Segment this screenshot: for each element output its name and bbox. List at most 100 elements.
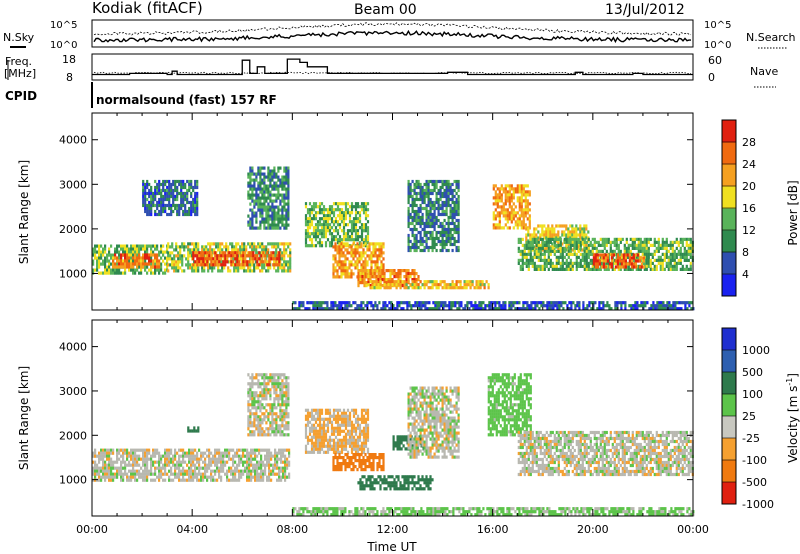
power-colorbar: 4 8 12 16 20 24 28: [721, 119, 756, 297]
colorbar-swatch: [722, 394, 736, 417]
power-region-6: [304, 202, 370, 248]
power-region-10: [407, 179, 460, 253]
freq-tick-top: 18: [62, 53, 76, 66]
colorbar-tick-label: 1000: [742, 344, 770, 357]
cpid-strip: CPID normalsound (fast) 157 RF: [5, 82, 277, 108]
power-region-5: [142, 179, 199, 217]
colorbar-swatch: [722, 164, 736, 187]
power-region-4: [247, 166, 290, 230]
date-title: 13/Jul/2012: [605, 2, 685, 18]
velocity-x-axis: 00:00 04:00 08:00 12:00 16:00 20:00 00:00: [76, 320, 709, 536]
power-scatter-cells: [92, 166, 695, 311]
power-region-3: [192, 251, 281, 267]
y-tick-label: 2000: [59, 429, 87, 442]
colorbar-tick-label: 28: [742, 136, 756, 149]
colorbar-swatch: [722, 230, 736, 253]
velocity-region-10: [292, 507, 695, 517]
colorbar-tick-label: 12: [742, 224, 756, 237]
colorbar-tick-label: 100: [742, 388, 763, 401]
nave-tick-top: 60: [708, 54, 722, 67]
colorbar-tick-label: 24: [742, 158, 756, 171]
velocity-region-9: [517, 430, 694, 477]
colorbar-swatch: [722, 416, 736, 439]
x-tick-label: 08:00: [276, 523, 308, 536]
power-x-axis: [91, 113, 694, 310]
noise-tick-right-top: 10^5: [704, 20, 731, 31]
freq-tick-bottom: 8: [66, 71, 73, 84]
power-region-11: [492, 184, 531, 230]
velocity-region-4: [332, 453, 385, 472]
velocity-region-0: [92, 448, 291, 482]
colorbar-swatch: [722, 120, 736, 143]
noise-search-trace: [93, 22, 692, 36]
freq-label-line1: Freq.: [5, 55, 32, 68]
noise-tick-right-bottom: 10^0: [704, 40, 731, 51]
colorbar-tick-label: 4: [742, 268, 749, 281]
colorbar-swatch: [722, 274, 736, 297]
velocity-region-8: [487, 373, 532, 437]
nave-tick-bottom: 0: [708, 71, 715, 84]
colorbar-swatch: [722, 328, 736, 351]
y-tick-label: 3000: [59, 385, 87, 398]
velocity-region-5: [357, 475, 434, 491]
velocity-scatter-cells: [92, 373, 695, 517]
nsearch-label: N.Search: [746, 31, 796, 44]
power-cbar-label: Power [dB]: [786, 180, 800, 245]
y-tick-label: 3000: [59, 178, 87, 191]
y-tick-label: 2000: [59, 223, 87, 236]
velocity-y-label: Slant Range [km]: [17, 366, 31, 470]
x-tick-label: 04:00: [176, 523, 208, 536]
velocity-region-2: [187, 426, 200, 433]
colorbar-swatch: [722, 460, 736, 483]
y-tick-label: 4000: [59, 134, 87, 147]
colorbar-swatch: [722, 438, 736, 461]
power-region-9: [367, 280, 490, 290]
beam-title: Beam 00: [354, 2, 417, 18]
x-tick-label: 00:00: [76, 523, 108, 536]
colorbar-swatch: [722, 186, 736, 209]
nsky-label: N.Sky: [3, 31, 35, 44]
station-title: Kodiak (fitACF): [92, 0, 203, 17]
x-tick-label: 20:00: [577, 523, 609, 536]
colorbar-tick-label: -25: [742, 432, 760, 445]
power-panel: 1000 2000 3000 4000 Slant Range [km] 4 8 12 16…: [17, 112, 800, 311]
colorbar-tick-label: -500: [742, 476, 767, 489]
nave-label: Nave: [750, 65, 778, 78]
noise-tick-left-bottom: 10^0: [50, 40, 77, 51]
power-y-label: Slant Range [km]: [17, 160, 31, 264]
colorbar-tick-label: 500: [742, 366, 763, 379]
colorbar-tick-label: -100: [742, 454, 767, 467]
colorbar-swatch: [722, 482, 736, 505]
velocity-y-axis: 1000 2000 3000 4000: [59, 341, 693, 487]
y-tick-label: 1000: [59, 267, 87, 280]
y-tick-label: 1000: [59, 474, 87, 487]
power-region-14: [592, 253, 645, 269]
time-axis-label: Time UT: [366, 540, 417, 554]
colorbar-tick-label: 8: [742, 246, 749, 259]
colorbar-swatch: [722, 350, 736, 373]
power-y-axis: 1000 2000 3000 4000: [59, 134, 693, 280]
colorbar-tick-label: 25: [742, 410, 756, 423]
velocity-region-1: [247, 373, 290, 437]
velocity-region-3: [304, 408, 370, 454]
noise-strip: 10^5 10^0 10^5 10^0 N.Sky N.Search: [3, 19, 796, 51]
velocity-region-7: [407, 386, 460, 459]
noise-sky-trace: [93, 29, 691, 44]
nave-trace: [93, 71, 692, 75]
power-region-15: [292, 301, 695, 311]
colorbar-swatch: [722, 208, 736, 231]
colorbar-tick-label: 16: [742, 202, 756, 215]
velocity-colorbar: 1000 500 100 25 -25 -100 -500 -1000: [721, 327, 774, 511]
freq-strip: 18 8 60 0 Freq. [MHz] Nave: [4, 53, 778, 88]
y-tick-label: 4000: [59, 341, 87, 354]
x-tick-label: 16:00: [477, 523, 509, 536]
colorbar-swatch: [722, 252, 736, 275]
x-tick-label: 00:00: [677, 523, 709, 536]
freq-trace: [92, 58, 693, 76]
colorbar-tick-label: -1000: [742, 498, 774, 511]
noise-tick-left-top: 10^5: [50, 20, 77, 31]
colorbar-swatch: [722, 142, 736, 165]
velocity-cbar-label: Velocity [m s-1]: [785, 373, 800, 463]
freq-label-line2: [MHz]: [4, 67, 36, 80]
